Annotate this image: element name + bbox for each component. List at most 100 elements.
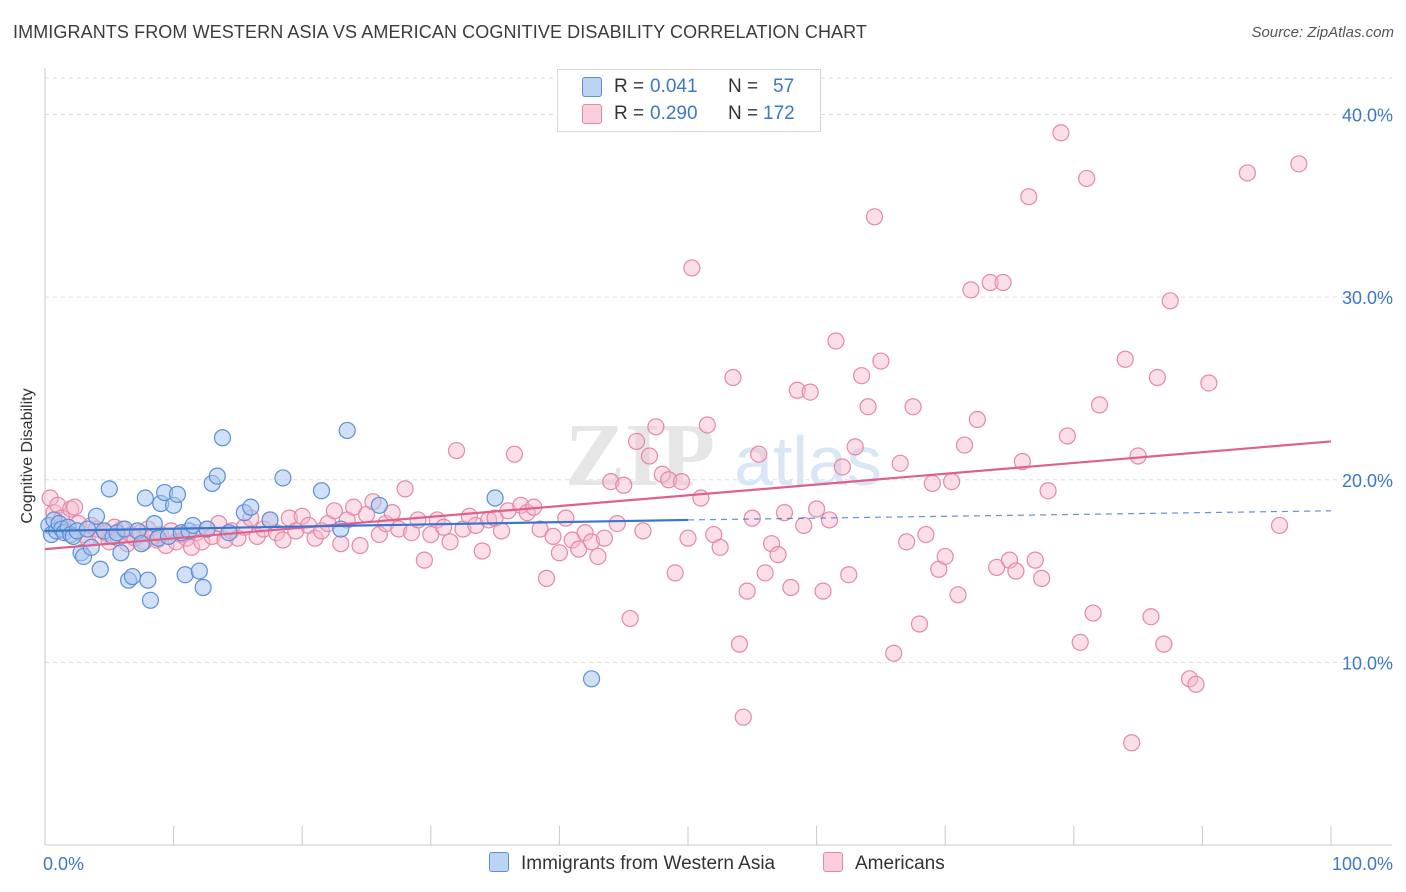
americans-point (846, 438, 864, 456)
americans-point (859, 398, 877, 416)
western-asia-point (274, 469, 292, 487)
bottom-legend-label: Immigrants from Western Asia (521, 853, 776, 874)
americans-point (1270, 516, 1289, 535)
correlation-legend: R = 0.041 N = 57 R = 0.290 N = 172 (557, 69, 821, 132)
americans-point (994, 273, 1012, 292)
americans-point (698, 416, 716, 434)
legend-n-label: N = (728, 76, 759, 97)
americans-point (981, 273, 999, 292)
americans-point (683, 259, 701, 277)
bottom-legend-swatch-blue (489, 852, 509, 872)
americans-point (1161, 292, 1179, 310)
americans-point (647, 418, 665, 436)
americans-point (615, 476, 633, 494)
western-asia-point (194, 578, 212, 597)
americans-point (730, 635, 749, 653)
americans-point (325, 502, 343, 520)
americans-point (1123, 734, 1141, 752)
western-asia-point (136, 489, 154, 507)
bottom-legend-western-asia: Immigrants from Western Asia (489, 852, 775, 875)
americans-trend-line (44, 440, 1332, 551)
americans-point (351, 536, 369, 555)
legend-r-label: R = (614, 76, 645, 97)
americans-point (672, 472, 691, 491)
y-tick-label: 10.0% (1342, 653, 1393, 673)
americans-point (557, 509, 575, 527)
americans-point (65, 498, 84, 516)
americans-point (1020, 188, 1038, 206)
americans-point (885, 644, 903, 662)
americans-point (441, 533, 459, 551)
legend-r-value: 0.290 (650, 103, 698, 124)
americans-point (923, 474, 941, 493)
western-asia-point (208, 467, 226, 485)
americans-point (345, 498, 363, 516)
americans-point (840, 566, 858, 584)
americans-point (827, 332, 845, 350)
western-asia-point (190, 562, 208, 580)
americans-point (492, 522, 511, 540)
legend-swatch-pink (582, 104, 602, 124)
americans-point (750, 445, 768, 463)
americans-point (795, 516, 813, 535)
americans-point (595, 529, 614, 547)
americans-point (1026, 551, 1044, 569)
western-asia-point (168, 485, 187, 503)
americans-point (762, 535, 781, 553)
americans-point (1290, 155, 1308, 173)
americans-point (692, 489, 710, 507)
watermark-atlas: atlas (734, 422, 882, 500)
americans-point (274, 531, 292, 549)
americans-point (724, 368, 742, 387)
x-tick-label: 0.0% (43, 854, 84, 874)
americans-point (582, 533, 601, 551)
western-asia-point (82, 538, 100, 556)
americans-point (820, 511, 839, 529)
americans-point (769, 546, 787, 564)
americans-point (968, 410, 986, 429)
americans-point (1033, 569, 1051, 587)
americans-point (576, 524, 594, 542)
americans-point (505, 445, 523, 463)
americans-point (1058, 427, 1076, 445)
americans-point (447, 441, 466, 460)
tick-labels: 10.0% 20.0% 30.0% 40.0% 0.0% 100.0% (43, 106, 1393, 874)
americans-point (865, 208, 884, 226)
y-tick-label: 40.0% (1342, 106, 1393, 126)
americans-point (660, 471, 678, 489)
americans-point (467, 516, 485, 535)
americans-point (563, 531, 581, 549)
western-asia-point (100, 480, 118, 498)
chart-title: IMMIGRANTS FROM WESTERN ASIA VS AMERICAN… (13, 22, 868, 42)
western-asia-point (582, 670, 601, 688)
americans-point (1039, 482, 1057, 500)
bottom-legend-label: Americans (855, 853, 945, 874)
americans-point (293, 507, 311, 525)
americans-point (1090, 396, 1109, 414)
americans-point (898, 533, 916, 551)
americans-point (627, 432, 646, 451)
americans-point (602, 472, 620, 491)
americans-point (936, 547, 954, 566)
americans-point (814, 582, 832, 600)
axes (44, 68, 1392, 846)
gridlines (45, 77, 1392, 663)
americans-point (1187, 675, 1205, 693)
western-asia-point (176, 566, 194, 584)
americans-point (891, 454, 909, 472)
americans-point (1142, 608, 1160, 626)
americans-point (679, 529, 697, 547)
western-asia-point (132, 535, 151, 553)
western-asia-point (87, 507, 106, 525)
americans-point (422, 525, 440, 544)
americans-point (904, 398, 922, 416)
americans-point (1052, 124, 1070, 142)
americans-point (711, 538, 729, 556)
americans-point (666, 564, 684, 582)
americans-point (872, 352, 890, 370)
americans-point (1078, 169, 1096, 188)
source-label: Source: ZipAtlas.com (1251, 24, 1394, 41)
western-asia-point (91, 560, 109, 578)
western-asia-point (213, 429, 232, 447)
